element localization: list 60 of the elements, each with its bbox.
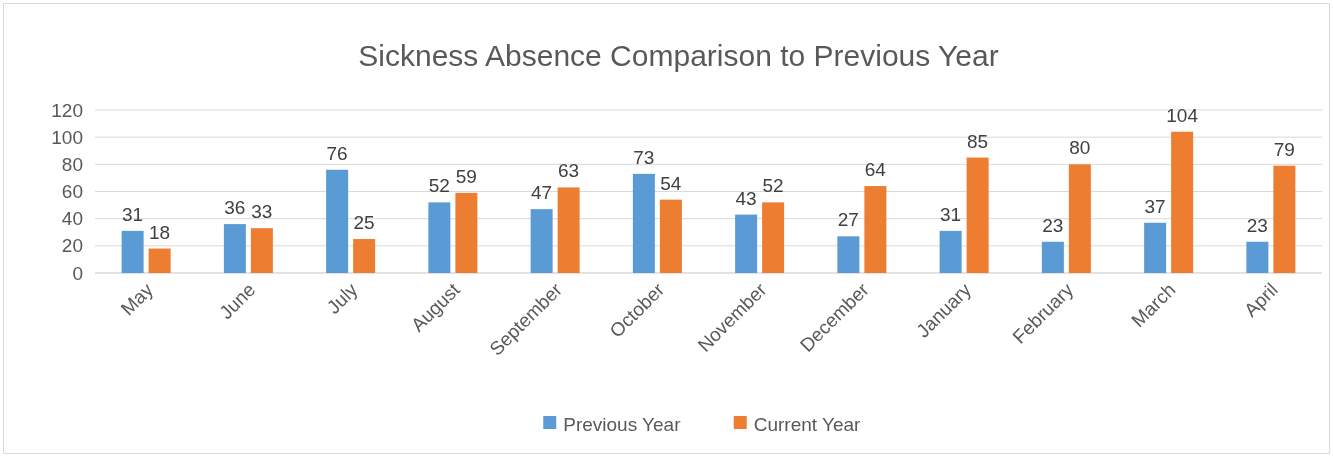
data-label: 27: [837, 209, 859, 231]
y-tick-label: 60: [61, 181, 83, 203]
data-label: 37: [1144, 195, 1166, 217]
bar: [455, 192, 478, 273]
data-label: 64: [864, 159, 887, 181]
y-tick-label: 120: [51, 99, 83, 121]
data-label: 85: [967, 130, 989, 152]
y-tick-label: 0: [72, 262, 83, 284]
data-label: 47: [531, 182, 553, 204]
bar: [735, 214, 758, 273]
bar: [966, 157, 989, 273]
bar: [223, 224, 246, 273]
legend-label: Current Year: [753, 413, 862, 435]
data-label: 31: [940, 203, 962, 225]
data-label: 33: [251, 201, 273, 223]
bar: [837, 236, 860, 273]
x-tick-label: May: [116, 278, 158, 320]
legend-label: Previous Year: [563, 413, 682, 435]
bar: [762, 202, 785, 273]
bar: [632, 173, 655, 273]
data-label: 23: [1042, 214, 1064, 236]
data-label: 59: [455, 165, 477, 187]
data-label: 43: [735, 187, 757, 209]
bar: [1068, 164, 1091, 273]
bar: [250, 228, 273, 273]
y-tick-label: 40: [61, 208, 83, 230]
y-tick-label: 100: [51, 126, 83, 148]
bar: [148, 248, 171, 273]
data-label: 25: [353, 212, 375, 234]
bar: [121, 230, 144, 273]
data-label: 31: [122, 203, 144, 225]
data-label: 104: [1166, 104, 1199, 126]
bar: [1246, 241, 1269, 273]
y-tick-label: 20: [61, 235, 83, 257]
bar: [353, 239, 376, 273]
data-label: 52: [762, 175, 784, 197]
bar: [1144, 222, 1167, 273]
data-label: 63: [558, 160, 580, 182]
bar: [530, 209, 553, 273]
data-label: 79: [1273, 138, 1295, 160]
data-label: 23: [1246, 214, 1268, 236]
bar: [428, 202, 451, 273]
bar: [557, 187, 580, 273]
x-tick-label: July: [322, 278, 362, 318]
data-label: 52: [428, 175, 450, 197]
bar: [864, 186, 887, 273]
chart-title: Sickness Absence Comparison to Previous Year: [358, 39, 999, 72]
data-label: 80: [1069, 137, 1091, 159]
y-tick-label: 80: [61, 153, 83, 175]
bar: [326, 169, 349, 273]
data-label: 54: [660, 172, 682, 194]
data-label: 76: [326, 142, 348, 164]
bar: [1171, 131, 1194, 273]
data-label: 36: [224, 197, 246, 219]
data-label: 18: [149, 221, 171, 243]
bar: [1041, 241, 1064, 273]
bar: [1273, 165, 1296, 273]
bar: [659, 199, 682, 273]
data-label: 73: [633, 146, 655, 168]
bar: [939, 230, 962, 273]
